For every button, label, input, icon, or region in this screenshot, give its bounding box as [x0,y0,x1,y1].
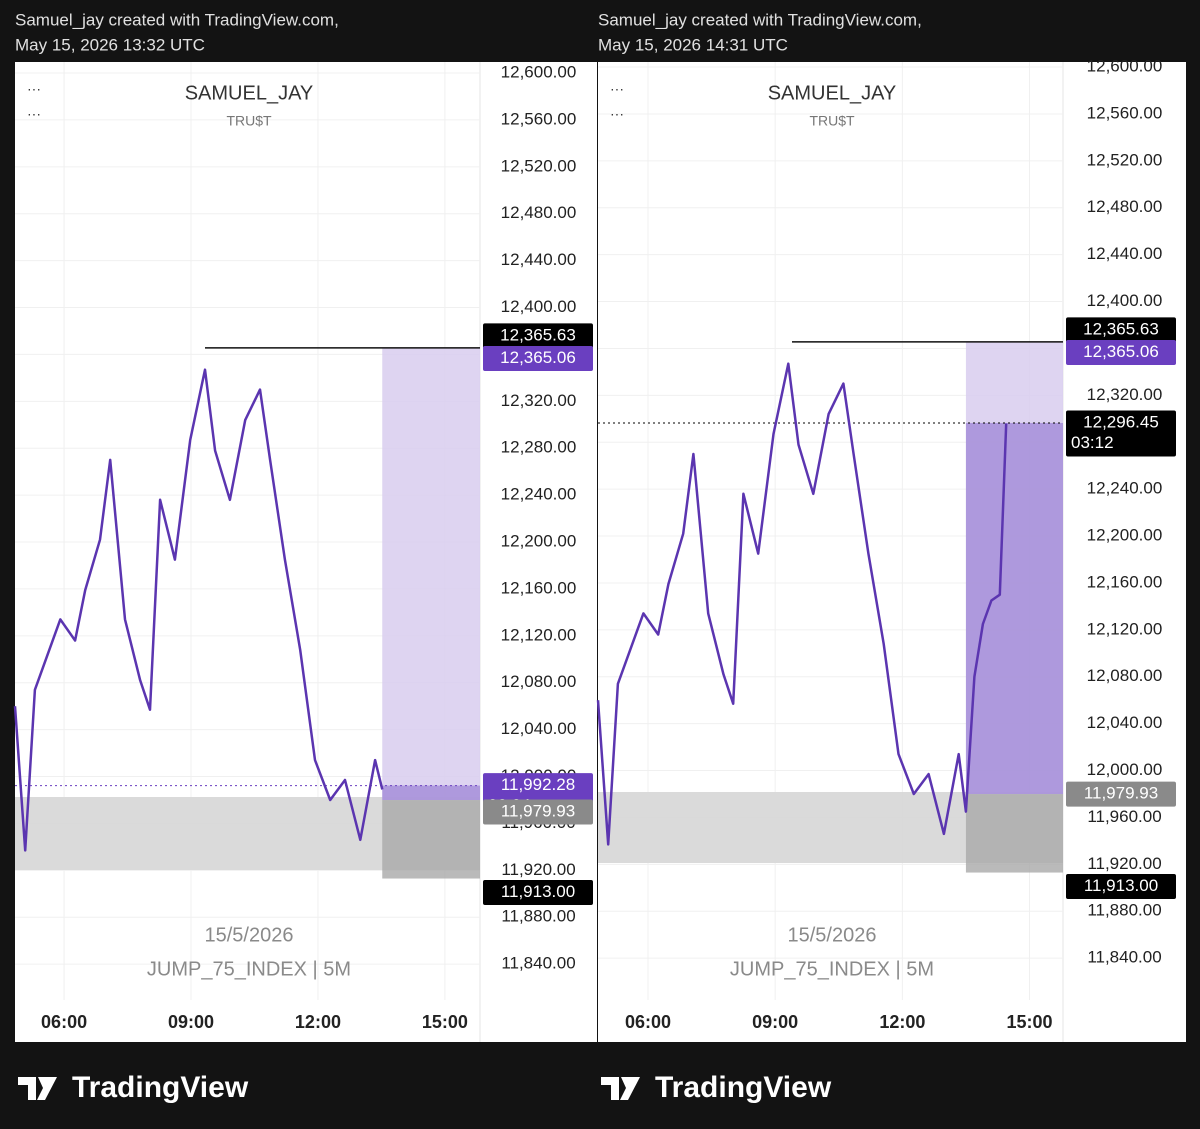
price-label-box [1066,317,1176,343]
price-label: 11,913.00 [1084,876,1158,895]
chart-panel: Samuel_jay created with TradingView.com,… [13,10,597,1104]
y-tick-label: 12,280.00 [501,438,577,457]
legend-dots: ··· [27,106,41,122]
brand-text: TradingView [72,1071,249,1104]
chart-panel: Samuel_jay created with TradingView.com,… [596,10,1186,1104]
price-label: 11,979.93 [1084,784,1158,803]
header-text: May 15, 2026 14:31 UTC [598,35,788,54]
y-tick-label: 11,840.00 [501,954,575,973]
plot-background [15,62,597,1042]
y-tick-label: 12,480.00 [501,203,577,222]
progress-zone [382,785,480,801]
y-tick-label: 12,600.00 [1087,57,1163,76]
y-tick-label: 12,520.00 [501,156,577,175]
legend-dots: ··· [27,81,41,97]
price-label-box [1066,340,1176,366]
y-tick-label: 12,440.00 [501,250,577,269]
chart-subtitle: TRU$T [226,113,272,129]
y-tick-label: 12,040.00 [501,719,577,738]
price-label: 11,913.00 [501,882,575,901]
legend-dots: ··· [610,106,624,122]
y-tick-label: 12,560.00 [501,109,577,128]
stop-zone [965,794,1063,873]
watermark: JUMP_75_INDEX | 5M [730,958,934,980]
x-tick-label: 09:00 [168,1012,214,1032]
y-tick-label: 12,400.00 [1087,291,1163,310]
price-line [596,362,1008,846]
price-timer: 03:12 [1071,433,1114,452]
x-tick-label: 15:00 [1006,1012,1052,1032]
watermark: 15/5/2026 [205,924,294,946]
y-tick-label: 12,440.00 [1087,244,1163,263]
header-text: May 15, 2026 13:32 UTC [15,35,205,54]
x-tick-label: 09:00 [752,1012,798,1032]
chart-subtitle: TRU$T [809,113,855,129]
price-label: 12,365.63 [500,325,576,344]
price-label-box [483,323,593,349]
price-label-box [1066,874,1176,900]
y-tick-label: 12,240.00 [1087,479,1163,498]
y-tick-label: 11,920.00 [501,860,575,879]
y-tick-label: 12,600.00 [501,63,577,82]
y-tick-label: 12,480.00 [1087,197,1163,216]
y-tick-label: 11,920.00 [1087,854,1161,873]
y-tick-label: 12,120.00 [501,625,577,644]
x-tick-label: 15:00 [422,1012,468,1032]
price-label-box [1066,410,1176,457]
x-tick-label: 06:00 [625,1012,671,1032]
price-label: 11,992.28 [501,775,575,794]
price-line [13,368,384,852]
brand-text: TradingView [655,1071,832,1104]
y-tick-label: 11,880.00 [501,907,575,926]
price-label-box [483,799,593,825]
y-tick-label: 12,120.00 [1087,619,1163,638]
y-tick-label: 12,200.00 [501,532,577,551]
x-tick-label: 12:00 [879,1012,925,1032]
y-tick-label: 12,520.00 [1087,150,1163,169]
price-label-box [483,345,593,371]
x-tick-label: 06:00 [41,1012,87,1032]
watermark: JUMP_75_INDEX | 5M [147,958,351,980]
price-label: 12,365.06 [500,348,576,367]
chart-title: SAMUEL_JAY [185,82,314,104]
y-tick-label: 11,840.00 [1087,948,1161,967]
y-tick-label: 12,080.00 [1087,666,1163,685]
y-tick-label: 12,240.00 [501,485,577,504]
legend-dots: ··· [610,81,624,97]
y-tick-label: 12,040.00 [1087,713,1163,732]
y-tick-label: 12,160.00 [501,578,577,597]
target-zone [382,348,480,801]
price-label: 12,365.63 [1083,319,1159,338]
price-label: 12,365.06 [1083,342,1159,361]
chart-title: SAMUEL_JAY [768,82,897,104]
y-tick-label: 12,000.00 [1087,760,1163,779]
y-tick-label: 12,320.00 [501,391,577,410]
y-tick-label: 12,080.00 [501,672,577,691]
y-tick-label: 11,880.00 [1087,901,1161,920]
watermark: 15/5/2026 [788,924,877,946]
y-tick-label: 12,160.00 [1087,572,1163,591]
y-tick-label: 12,400.00 [501,297,577,316]
header-text: Samuel_jay created with TradingView.com, [598,10,922,29]
price-label: 12,296.45 [1083,412,1159,431]
x-tick-label: 12:00 [295,1012,341,1032]
y-tick-label: 12,200.00 [1087,526,1163,545]
price-label-box [483,880,593,906]
y-tick-label: 11,960.00 [1087,807,1161,826]
y-tick-label: 12,560.00 [1087,103,1163,122]
y-tick-label: 12,320.00 [1087,385,1163,404]
brand-logo-dot [41,1077,49,1085]
brand-logo-dot [624,1077,632,1085]
header-text: Samuel_jay created with TradingView.com, [15,10,339,29]
price-label: 11,979.93 [501,802,575,821]
price-label-box [1066,781,1176,807]
stop-zone [382,800,480,879]
progress-zone [965,422,1063,795]
